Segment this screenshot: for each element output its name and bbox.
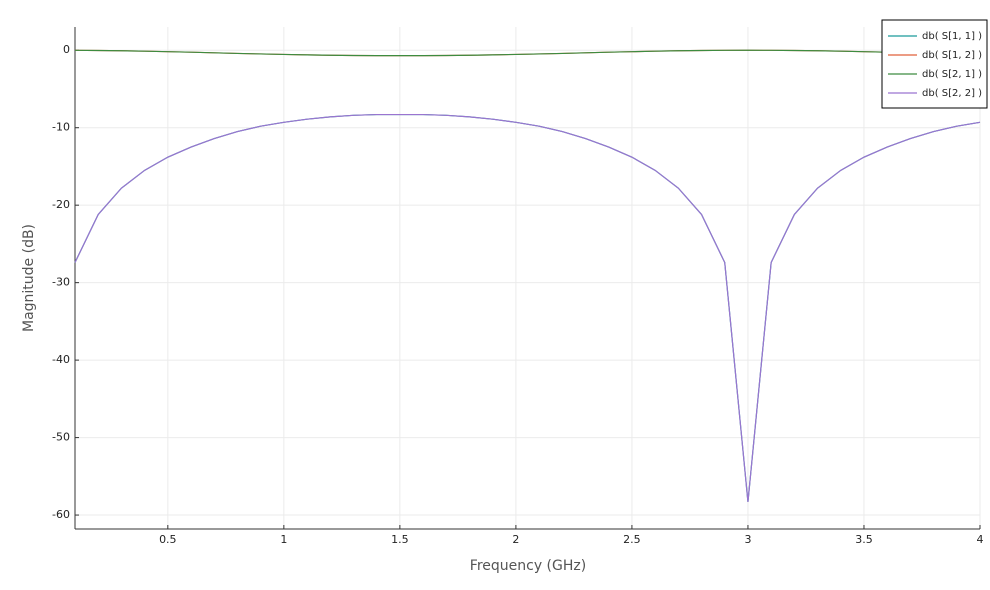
y-tick-label: -10 [52, 121, 70, 134]
x-tick-label: 0.5 [159, 533, 177, 546]
x-tick-label: 3.5 [855, 533, 873, 546]
y-axis-label: Magnitude (dB) [21, 224, 37, 332]
x-axis-label: Frequency (GHz) [470, 558, 586, 574]
legend-label: db( S[1, 2] ) [922, 50, 982, 61]
series-line [74, 49, 981, 57]
legend-label: db( S[2, 1] ) [922, 69, 982, 80]
x-tick-label: 2 [512, 533, 519, 546]
legend-label: db( S[1, 1] ) [922, 31, 982, 42]
y-tick-label: -60 [52, 508, 70, 521]
series-line [74, 113, 981, 502]
x-tick-label: 1 [280, 533, 287, 546]
x-tick-label: 4 [977, 533, 984, 546]
x-tick-label: 2.5 [623, 533, 641, 546]
y-tick-label: -20 [52, 198, 70, 211]
x-tick-label: 1.5 [391, 533, 409, 546]
legend-label: db( S[2, 2] ) [922, 88, 982, 99]
y-tick-label: -30 [52, 276, 70, 289]
y-tick-label: -40 [52, 353, 70, 366]
y-tick-label: 0 [63, 43, 70, 56]
series-line [74, 113, 981, 502]
x-tick-label: 3 [744, 533, 751, 546]
y-tick-label: -50 [52, 431, 70, 444]
